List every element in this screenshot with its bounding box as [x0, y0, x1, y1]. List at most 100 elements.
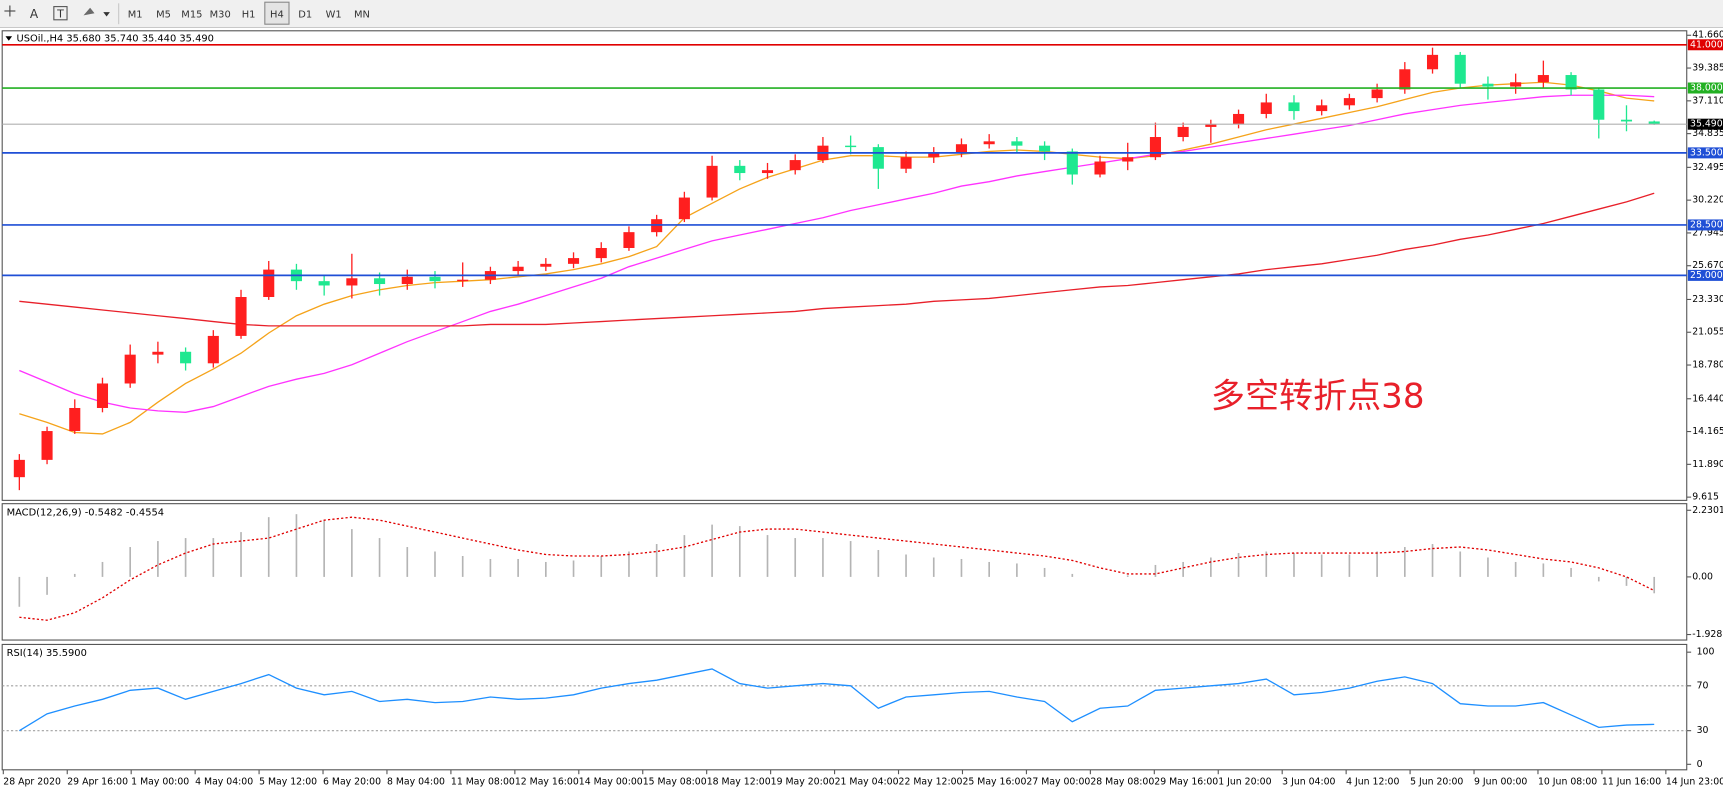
candle-body: [429, 276, 441, 282]
candle-body: [955, 144, 968, 153]
candle-body: [512, 266, 524, 272]
candle-body: [124, 354, 136, 384]
candle-body: [761, 170, 774, 174]
shapes-tool[interactable]: [83, 7, 110, 17]
crosshair-tool[interactable]: [4, 5, 16, 17]
candle-body: [1066, 151, 1078, 175]
signal-line: [19, 516, 1655, 621]
candle-body: [1094, 161, 1106, 175]
x-tick-label: 15 May 08:00: [643, 776, 707, 787]
text-tool[interactable]: A: [30, 7, 39, 21]
x-tick-label: 11 May 08:00: [451, 776, 515, 787]
x-tick-label: 27 May 00:00: [1026, 776, 1090, 787]
candle-body: [318, 281, 330, 286]
candle-body: [235, 297, 247, 336]
timeframe-label: M15: [181, 9, 202, 20]
label-tool-frame: [53, 6, 68, 21]
x-tick-label: 29 May 16:00: [1154, 776, 1218, 787]
timeframe-button[interactable]: M5: [156, 9, 171, 20]
x-tick-label: 22 May 12:00: [899, 776, 963, 787]
candle-body: [1149, 137, 1161, 158]
y-tick-label: 23.330: [1692, 294, 1723, 305]
candle-body: [1565, 75, 1577, 90]
candle-body: [845, 145, 857, 148]
candle-body: [180, 351, 192, 364]
y-tick-label: 16.440: [1692, 393, 1723, 404]
macd-panel: [1, 503, 1688, 641]
plot: 41.660 39.385 37.110 34.835 32.495 30.220 27.9…: [2, 30, 1723, 787]
candle-body: [1288, 102, 1300, 112]
moving-average: [19, 94, 1655, 413]
level-label-box: [1687, 82, 1723, 94]
candle-body: [734, 165, 746, 174]
timeframe-label: M1: [128, 9, 143, 20]
icon-shape: [83, 7, 95, 16]
x-tick-label: 28 Apr 2020: [3, 776, 61, 787]
timeframes: M1 M5 M15 M30 H1 H4 D1 W1 MN: [128, 1, 370, 25]
main-panel: [1, 30, 1688, 501]
y-tick-label: 34.835: [1692, 128, 1723, 139]
x-tick-label: 25 May 16:00: [962, 776, 1026, 787]
y-tick-label: 0.00: [1692, 571, 1713, 582]
timeframe-button[interactable]: M30: [210, 9, 231, 20]
active-frame: [264, 1, 290, 25]
candle-body: [789, 160, 801, 171]
y-tick-label: 30: [1697, 725, 1709, 736]
y-tick-label: 9.615: [1692, 492, 1719, 503]
timeframe-label: W1: [326, 9, 342, 20]
timeframe-label: MN: [354, 9, 370, 20]
x-tick-label: 28 May 08:00: [1090, 776, 1154, 787]
moving-average: [19, 192, 1655, 327]
rsi-line: [18, 668, 1655, 732]
x-tick-label: 3 Jun 04:00: [1282, 776, 1335, 787]
candle-body: [96, 383, 109, 408]
timeframe-button[interactable]: W1: [326, 9, 342, 20]
candle-body: [678, 197, 690, 220]
timeframe-button[interactable]: M15: [181, 9, 202, 20]
timeframe-label: M5: [156, 9, 171, 20]
timeframe-label: H1: [242, 9, 256, 20]
candle-body: [346, 278, 358, 286]
candle-body: [1316, 105, 1328, 112]
x-tick-label: 5 May 12:00: [259, 776, 317, 787]
y-tick-label: 14.165: [1692, 426, 1723, 437]
candle-body: [1510, 82, 1522, 87]
timeframe-button[interactable]: M1: [128, 9, 143, 20]
candle-body: [540, 263, 552, 267]
x-tick-label: 19 May 20:00: [771, 776, 835, 787]
x-tick-label: 6 May 20:00: [323, 776, 381, 787]
candle-body: [13, 459, 25, 478]
candle-body: [1205, 124, 1217, 127]
candle-body: [1233, 113, 1245, 125]
dropdown-arrow: [103, 12, 110, 17]
candle-body: [263, 269, 275, 298]
y-tick-label: 70: [1697, 680, 1709, 691]
label-tool[interactable]: T: [56, 7, 64, 20]
candle-body: [595, 247, 607, 259]
y-tick-label: 25.670: [1692, 260, 1723, 271]
timeframe-label: D1: [298, 9, 312, 20]
level-label: 25.000: [1690, 270, 1723, 281]
timeframe-button[interactable]: H1: [242, 9, 256, 20]
y-tick-label: 0: [1697, 759, 1703, 770]
level-label: 33.500: [1690, 147, 1723, 158]
candle-body: [983, 141, 995, 145]
candle-body: [1122, 157, 1134, 162]
candle-body: [1371, 89, 1383, 99]
timeframe-label: H4: [270, 9, 284, 20]
timeframe-button[interactable]: H4: [264, 1, 290, 25]
level-label-box: [1687, 39, 1723, 51]
candle-body: [1039, 145, 1051, 152]
x-tick-label: 21 May 04:00: [835, 776, 899, 787]
x-tick-label: 10 Jun 08:00: [1538, 776, 1597, 787]
y-tick-label: -1.9287: [1692, 629, 1723, 640]
y-tick-label: 39.385: [1692, 63, 1723, 74]
timeframe-button[interactable]: MN: [354, 9, 370, 20]
x-tick-label: 1 May 00:00: [131, 776, 189, 787]
x-tick-label: 1 Jun 20:00: [1218, 776, 1271, 787]
level-label-box: [1687, 269, 1723, 281]
candle-body: [1454, 54, 1466, 84]
timeframe-button[interactable]: D1: [298, 9, 312, 20]
